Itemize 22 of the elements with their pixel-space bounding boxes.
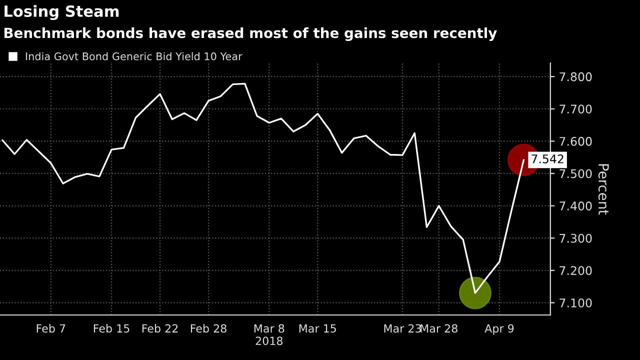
x-tick-label: Feb 28: [190, 324, 226, 333]
y-tick-label: 7.500: [560, 169, 592, 178]
y-axis-title: Percent: [598, 164, 609, 215]
y-tick-label: 7.400: [560, 202, 592, 210]
x-tick-label: Apr 9: [484, 324, 514, 335]
y-tick-label: 7.700: [560, 104, 592, 114]
x-tick-label: Mar 8 2018: [254, 324, 284, 346]
legend-label: India Govt Bond Generic Bid Yield 10 Year: [26, 52, 242, 60]
y-tick-label: 7.100: [560, 298, 592, 308]
y-tick-label: 7.600: [560, 136, 592, 146]
x-tick-label: Mar 15: [299, 324, 336, 333]
x-tick-label: Feb 15: [94, 324, 130, 333]
y-tick-label: 7.300: [560, 234, 592, 243]
x-tick-label: Mar 23: [384, 324, 421, 333]
x-tick-label: Feb 22: [142, 324, 178, 333]
chart-subtitle: Benchmark bonds have erased most of the gains seen recently: [4, 27, 497, 41]
chart-title: Losing Steam: [4, 5, 119, 20]
data-label: 7.542: [532, 154, 564, 164]
y-tick-label: 7.800: [560, 72, 592, 82]
x-tick-label: Mar 28: [420, 324, 458, 333]
y-tick-label: 7.200: [560, 266, 592, 276]
x-tick-label: Feb 7: [36, 324, 66, 333]
